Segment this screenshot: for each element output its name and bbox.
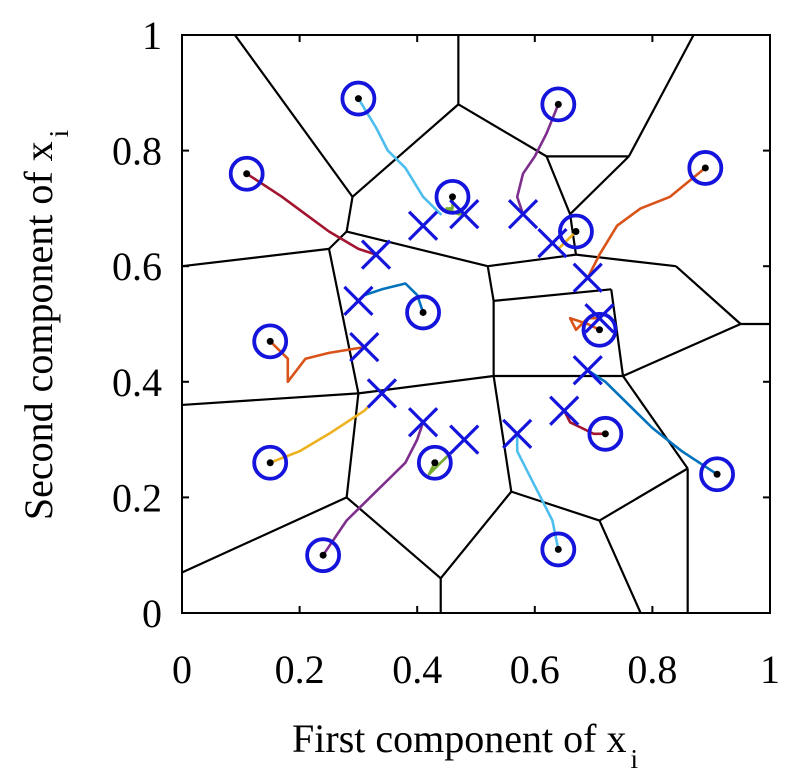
agent-circle-marker xyxy=(540,531,577,568)
voronoi-edge xyxy=(545,155,572,215)
target-x-marker xyxy=(507,199,539,230)
x-tick-label: 0.2 xyxy=(275,647,325,692)
trajectory-path xyxy=(357,97,442,216)
voronoi-edge xyxy=(181,496,348,574)
voronoi-edge xyxy=(622,322,742,378)
trajectory-path xyxy=(268,392,384,464)
x-tick-label: 1 xyxy=(760,647,780,692)
plot-area xyxy=(181,34,770,614)
voronoi-edge xyxy=(345,393,360,498)
agent-markers xyxy=(228,80,735,574)
agent-circle-marker xyxy=(252,323,289,360)
agent-circle-marker xyxy=(405,294,441,331)
voronoi-edge xyxy=(327,248,360,394)
axes-box xyxy=(181,34,771,614)
voronoi-edge xyxy=(345,496,442,580)
voronoi-edge xyxy=(346,230,489,268)
x-tick-label: 0.4 xyxy=(392,647,442,692)
trajectory-path xyxy=(515,432,560,551)
voronoi-edge xyxy=(181,247,330,268)
voronoi-edge xyxy=(598,467,689,522)
target-x-marker xyxy=(502,418,533,449)
y-tick-label: 1 xyxy=(142,13,162,58)
x-axis-title-main: First component of x xyxy=(292,716,626,761)
agent-circle-marker xyxy=(587,415,624,452)
voronoi-edge xyxy=(487,253,577,268)
agent-circle-marker xyxy=(558,213,594,250)
voronoi-edge xyxy=(493,288,612,302)
agent-circle-marker xyxy=(699,456,735,493)
y-tick-label: 0 xyxy=(142,591,162,636)
trajectory-path xyxy=(586,368,719,476)
x-tick-labels: 0 0.2 0.4 0.6 0.8 1 xyxy=(172,647,780,692)
trajectory-path xyxy=(515,103,560,216)
x-axis-title-subscript: i xyxy=(630,744,638,774)
agent-circle-marker xyxy=(687,150,724,186)
y-tick-labels: 0 0.2 0.4 0.6 0.8 1 xyxy=(112,13,162,636)
voronoi-edge xyxy=(569,155,630,215)
y-tick-label: 0.2 xyxy=(112,475,162,520)
target-x-marker xyxy=(584,303,615,334)
voronoi-edge xyxy=(439,490,513,580)
voronoi-edge xyxy=(627,34,695,157)
target-x-marker xyxy=(407,210,439,241)
voronoi-edge xyxy=(181,392,359,407)
target-markers xyxy=(343,199,615,455)
voronoi-edge xyxy=(234,34,354,198)
voronoi-edge xyxy=(351,103,460,198)
target-x-marker xyxy=(360,239,392,270)
agent-circle-marker xyxy=(252,444,289,481)
target-x-marker xyxy=(449,424,480,455)
agent-circle-marker xyxy=(340,80,377,117)
x-tick-label: 0.8 xyxy=(627,647,677,692)
trajectory-path xyxy=(245,172,378,256)
voronoi-edge xyxy=(486,266,495,302)
axis-ticks xyxy=(181,34,771,614)
x-tick-label: 0.6 xyxy=(510,647,560,692)
trajectory-path xyxy=(586,166,707,280)
voronoi-edge xyxy=(510,490,600,522)
y-axis-title-subscript: i xyxy=(44,130,74,138)
voronoi-edge xyxy=(622,375,689,470)
trajectory-path xyxy=(268,340,366,384)
y-tick-label: 0.6 xyxy=(112,244,162,289)
y-axis-title-main: Second component of x xyxy=(16,141,61,520)
y-tick-label: 0.8 xyxy=(112,129,162,174)
agent-circle-marker xyxy=(416,444,453,481)
voronoi-edge xyxy=(345,196,354,232)
target-x-marker xyxy=(572,262,603,293)
voronoi-edge xyxy=(598,520,642,614)
target-x-marker xyxy=(343,285,374,317)
target-x-marker xyxy=(366,378,398,409)
target-x-marker xyxy=(349,331,380,363)
trajectory-path xyxy=(562,409,607,436)
target-x-marker xyxy=(572,355,603,386)
voronoi-edge xyxy=(492,375,513,492)
agent-circle-marker xyxy=(434,178,471,215)
y-axis-title: Second component of x i xyxy=(16,130,74,520)
voronoi-edge xyxy=(575,253,677,268)
voronoi-edge xyxy=(457,103,548,158)
voronoi-edge xyxy=(328,230,348,250)
trajectory-path xyxy=(321,421,425,557)
agent-circle-marker xyxy=(540,86,577,123)
target-x-marker xyxy=(449,199,480,230)
voronoi-edge xyxy=(675,265,742,325)
y-tick-label: 0.4 xyxy=(112,360,162,405)
agent-circle-marker xyxy=(228,155,265,192)
target-x-marker xyxy=(549,395,580,426)
x-tick-label: 0 xyxy=(172,647,192,692)
agent-circle-marker xyxy=(581,311,618,348)
agent-circle-marker xyxy=(305,537,342,574)
target-x-marker xyxy=(407,407,439,438)
